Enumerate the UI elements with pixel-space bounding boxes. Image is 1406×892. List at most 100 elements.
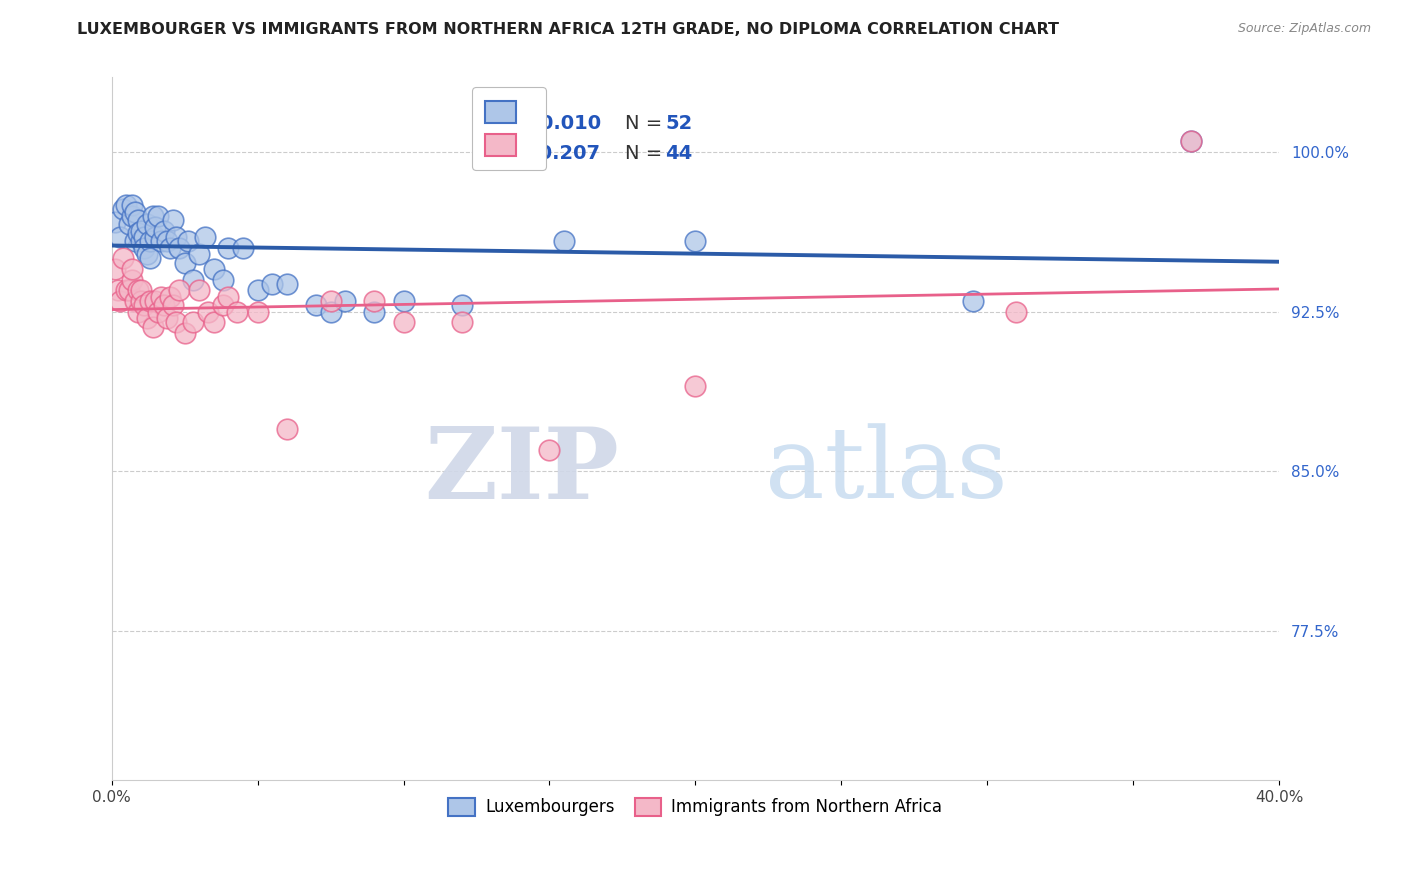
Point [118,284,141,298]
Point [110,230,132,244]
Point [451,315,474,329]
Point [121,273,143,287]
Point [115,198,138,212]
Point [153,298,176,312]
Text: 52: 52 [665,113,692,133]
Point [363,294,385,309]
Point [188,284,211,298]
Point [1005,304,1028,318]
Point [148,304,170,318]
Point [553,235,575,249]
Point [217,241,239,255]
Point [451,298,474,312]
Point [392,315,415,329]
Point [159,241,181,255]
Point [145,294,167,309]
Point [262,277,284,291]
Text: LUXEMBOURGER VS IMMIGRANTS FROM NORTHERN AFRICA 12TH GRADE, NO DIPLOMA CORRELATI: LUXEMBOURGER VS IMMIGRANTS FROM NORTHERN… [77,22,1059,37]
Point [129,224,152,238]
Point [685,379,707,393]
Point [132,241,155,255]
Point [183,273,205,287]
Point [138,294,160,309]
Point [246,304,269,318]
Text: N =: N = [626,144,669,163]
Point [1180,134,1202,148]
Point [142,209,165,223]
Point [124,294,146,309]
Point [211,298,233,312]
Point [118,218,141,232]
Point [232,241,254,255]
Point [156,235,179,249]
Point [104,262,127,277]
Text: 0.207: 0.207 [531,144,600,163]
Text: Source: ZipAtlas.com: Source: ZipAtlas.com [1237,22,1371,36]
Point [392,294,415,309]
Point [132,230,155,244]
Point [129,294,152,309]
Point [135,247,157,261]
Point [276,277,298,291]
Point [132,298,155,312]
Point [363,304,385,318]
Text: ZIP: ZIP [425,423,620,519]
Point [124,235,146,249]
Point [124,204,146,219]
Point [145,219,167,234]
Text: R =: R = [488,113,530,133]
Point [156,311,179,326]
Point [145,230,167,244]
Point [104,215,127,229]
Point [112,252,135,266]
Point [142,319,165,334]
Point [127,226,149,240]
Point [173,256,195,270]
Point [333,294,356,309]
Point [183,315,205,329]
Point [173,326,195,340]
Point [129,284,152,298]
Point [127,284,149,298]
Point [167,284,190,298]
Point [276,422,298,436]
Point [115,284,138,298]
Point [217,290,239,304]
Point [194,230,217,244]
Point [138,235,160,249]
Point [538,443,561,458]
Point [202,262,225,277]
Point [176,235,198,249]
Point [211,273,233,287]
Point [197,304,219,318]
Text: N =: N = [626,113,669,133]
Text: -0.010: -0.010 [531,113,600,133]
Point [135,218,157,232]
Text: 44: 44 [665,144,692,163]
Point [188,247,211,261]
Legend: Luxembourgers, Immigrants from Northern Africa: Luxembourgers, Immigrants from Northern … [440,789,950,825]
Point [110,294,132,309]
Point [1180,134,1202,148]
Point [165,315,187,329]
Point [148,209,170,223]
Point [319,304,342,318]
Point [153,224,176,238]
Point [127,213,149,227]
Point [150,290,173,304]
Point [246,284,269,298]
Point [121,209,143,223]
Point [135,311,157,326]
Point [685,235,707,249]
Point [165,230,187,244]
Point [112,202,135,217]
Point [107,284,129,298]
Point [121,198,143,212]
Point [167,241,190,255]
Text: R =: R = [488,144,536,163]
Point [121,262,143,277]
Point [159,290,181,304]
Point [226,304,249,318]
Text: atlas: atlas [765,423,1008,519]
Point [202,315,225,329]
